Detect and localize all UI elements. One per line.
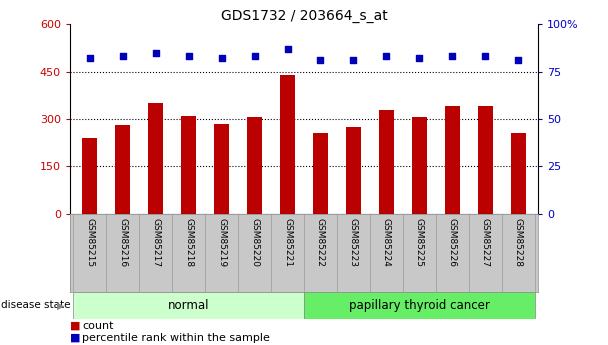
Bar (148, 103, 163, 214)
Point (216, 56, 226, 61)
Point (250, 53, 260, 59)
Bar (511, 133, 526, 214)
Text: percentile rank within the sample: percentile rank within the sample (82, 333, 270, 343)
Bar (82, 138, 97, 214)
Bar (313, 133, 328, 214)
Text: papillary thyroid cancer: papillary thyroid cancer (349, 299, 490, 312)
Text: GSM85227: GSM85227 (481, 218, 490, 267)
Text: GSM85224: GSM85224 (382, 218, 391, 267)
Text: GSM85218: GSM85218 (184, 218, 193, 267)
Text: GSM85225: GSM85225 (415, 218, 424, 267)
Bar (478, 106, 492, 214)
Text: GSM85219: GSM85219 (217, 218, 226, 267)
Bar (73, 292, 304, 319)
Text: GSM85223: GSM85223 (349, 218, 358, 267)
Bar (280, 75, 295, 214)
Text: GSM85228: GSM85228 (514, 218, 523, 267)
Text: GSM85215: GSM85215 (85, 218, 94, 267)
Point (316, 57, 325, 63)
Point (85, 56, 95, 61)
Bar (304, 292, 535, 319)
Point (382, 53, 392, 59)
Point (415, 56, 424, 61)
Text: GSM85216: GSM85216 (118, 218, 127, 267)
Point (151, 50, 161, 55)
Bar (412, 117, 427, 214)
Text: GSM85221: GSM85221 (283, 218, 292, 267)
Point (348, 57, 358, 63)
Text: ▶: ▶ (57, 300, 64, 310)
Bar (445, 106, 460, 214)
Bar (247, 117, 262, 214)
Bar (379, 109, 394, 214)
Text: ■: ■ (70, 333, 80, 343)
Text: count: count (82, 321, 114, 331)
Bar (346, 127, 361, 214)
Text: normal: normal (168, 299, 209, 312)
Bar (181, 116, 196, 214)
Point (118, 53, 128, 59)
Point (184, 53, 193, 59)
Text: GSM85217: GSM85217 (151, 218, 160, 267)
Point (480, 53, 490, 59)
Point (283, 46, 292, 51)
Text: GSM85222: GSM85222 (316, 218, 325, 267)
Text: GSM85226: GSM85226 (448, 218, 457, 267)
Text: ■: ■ (70, 321, 80, 331)
Point (447, 53, 457, 59)
Bar (116, 125, 130, 214)
Text: GSM85220: GSM85220 (250, 218, 259, 267)
Text: disease state: disease state (1, 300, 71, 310)
Bar (214, 124, 229, 214)
Point (513, 57, 523, 63)
Title: GDS1732 / 203664_s_at: GDS1732 / 203664_s_at (221, 9, 387, 23)
